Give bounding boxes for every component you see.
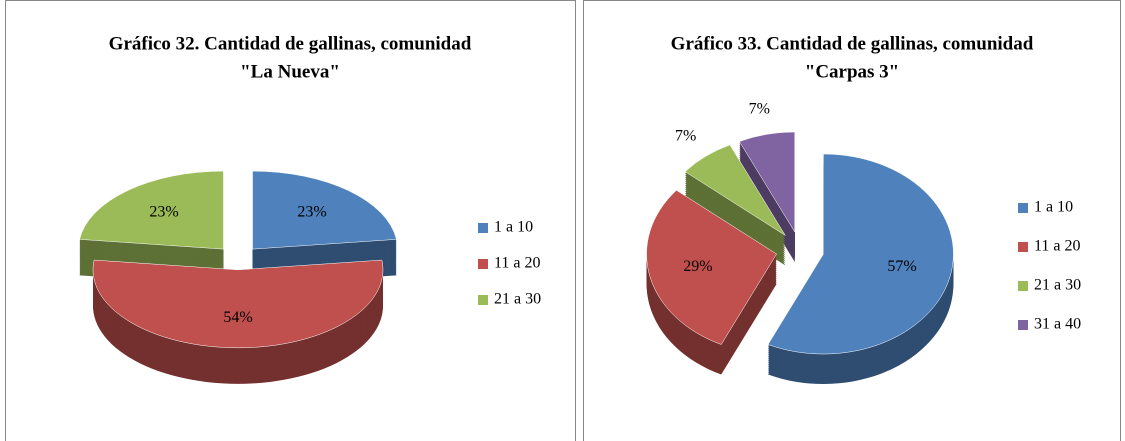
legend-swatch — [1018, 320, 1028, 330]
data-label: 54% — [223, 309, 252, 326]
data-label: 23% — [149, 204, 178, 221]
slice — [767, 153, 954, 355]
slice — [252, 170, 397, 250]
legend-label: 21 a 30 — [1034, 277, 1081, 294]
data-label: 57% — [887, 258, 916, 275]
legend-swatch — [1018, 242, 1028, 252]
slice — [684, 144, 786, 236]
legend-label: 1 a 10 — [1034, 199, 1073, 216]
legend-label: 31 a 40 — [1034, 316, 1081, 333]
legend-swatch — [478, 223, 488, 233]
legend-label: 1 a 10 — [494, 219, 533, 236]
data-label: 29% — [683, 258, 712, 275]
chart-title: Gráfico 33. Cantidad de gallinas, comuni… — [671, 33, 1034, 54]
chart-title: "Carpas 3" — [805, 61, 899, 82]
slice — [646, 189, 777, 345]
legend-swatch — [1018, 203, 1028, 213]
legend-swatch — [1018, 281, 1028, 291]
data-label: 23% — [297, 204, 326, 221]
legend-swatch — [478, 295, 488, 305]
legend-label: 11 a 20 — [1034, 238, 1081, 255]
legend-swatch — [478, 259, 488, 269]
data-label: 7% — [675, 127, 696, 144]
slice — [739, 131, 796, 233]
slice — [79, 170, 224, 250]
chart-title: "La Nueva" — [240, 61, 340, 82]
data-label: 7% — [749, 101, 770, 118]
legend-label: 11 a 20 — [494, 255, 541, 272]
chart-title: Gráfico 32. Cantidad de gallinas, comuni… — [109, 33, 472, 54]
legend-label: 21 a 30 — [494, 291, 541, 308]
slice — [92, 259, 384, 349]
